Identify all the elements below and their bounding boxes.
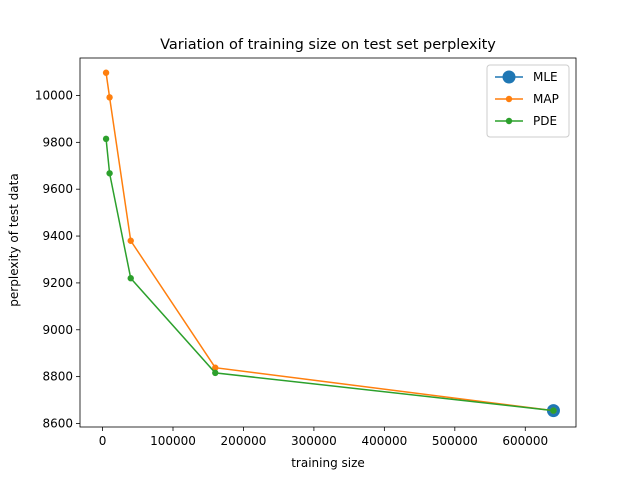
chart-title: Variation of training size on test set p… — [160, 37, 496, 53]
data-point-map — [127, 237, 134, 244]
legend-entry-mle: MLE — [495, 70, 558, 84]
y-tick-label: 9000 — [42, 323, 73, 337]
x-tick-label: 200000 — [221, 434, 267, 448]
y-tick-label: 9200 — [42, 276, 73, 290]
series-pde — [102, 135, 557, 414]
y-tick-label: 10000 — [35, 88, 73, 102]
data-point-pde — [212, 369, 219, 377]
data-point-pde — [550, 407, 557, 414]
legend: MLE MAP PDE — [486, 64, 570, 138]
legend-marker — [502, 70, 516, 84]
data-point-pde — [102, 135, 110, 143]
x-axis-label: training size — [291, 456, 365, 470]
data-point-map — [102, 69, 110, 76]
data-point-map — [212, 364, 219, 371]
x-tick-label: 400000 — [361, 434, 407, 448]
plot-area: 0 100000 200000 300000 400000 500000 600000 860… — [35, 57, 577, 448]
series-line-map — [105, 72, 554, 412]
axes-frame — [79, 57, 577, 428]
x-tick-label: 300000 — [291, 434, 337, 448]
x-tick-label: 500000 — [432, 434, 478, 448]
y-tick-label: 8800 — [42, 370, 73, 384]
y-axis-label: perplexity of test data — [7, 173, 21, 306]
y-tick-label: 9800 — [42, 135, 73, 149]
legend-entry-map: MAP — [495, 92, 559, 106]
legend-marker — [505, 117, 513, 125]
legend-label: MAP — [533, 92, 559, 106]
data-point-pde — [106, 170, 113, 177]
legend-entry-pde: PDE — [495, 114, 557, 128]
legend-label: MLE — [533, 70, 558, 84]
y-tick-label: 8600 — [42, 416, 73, 430]
x-tick-label: 100000 — [150, 434, 196, 448]
legend-marker — [505, 95, 513, 103]
y-tick-label: 9400 — [42, 229, 73, 243]
x-tick-label: 600000 — [502, 434, 548, 448]
data-point-pde — [127, 275, 134, 282]
data-point-map — [106, 94, 113, 101]
series-line-pde — [105, 138, 554, 412]
y-tick-label: 9600 — [42, 182, 73, 196]
x-tick-label: 0 — [99, 434, 107, 448]
legend-label: PDE — [533, 114, 557, 128]
